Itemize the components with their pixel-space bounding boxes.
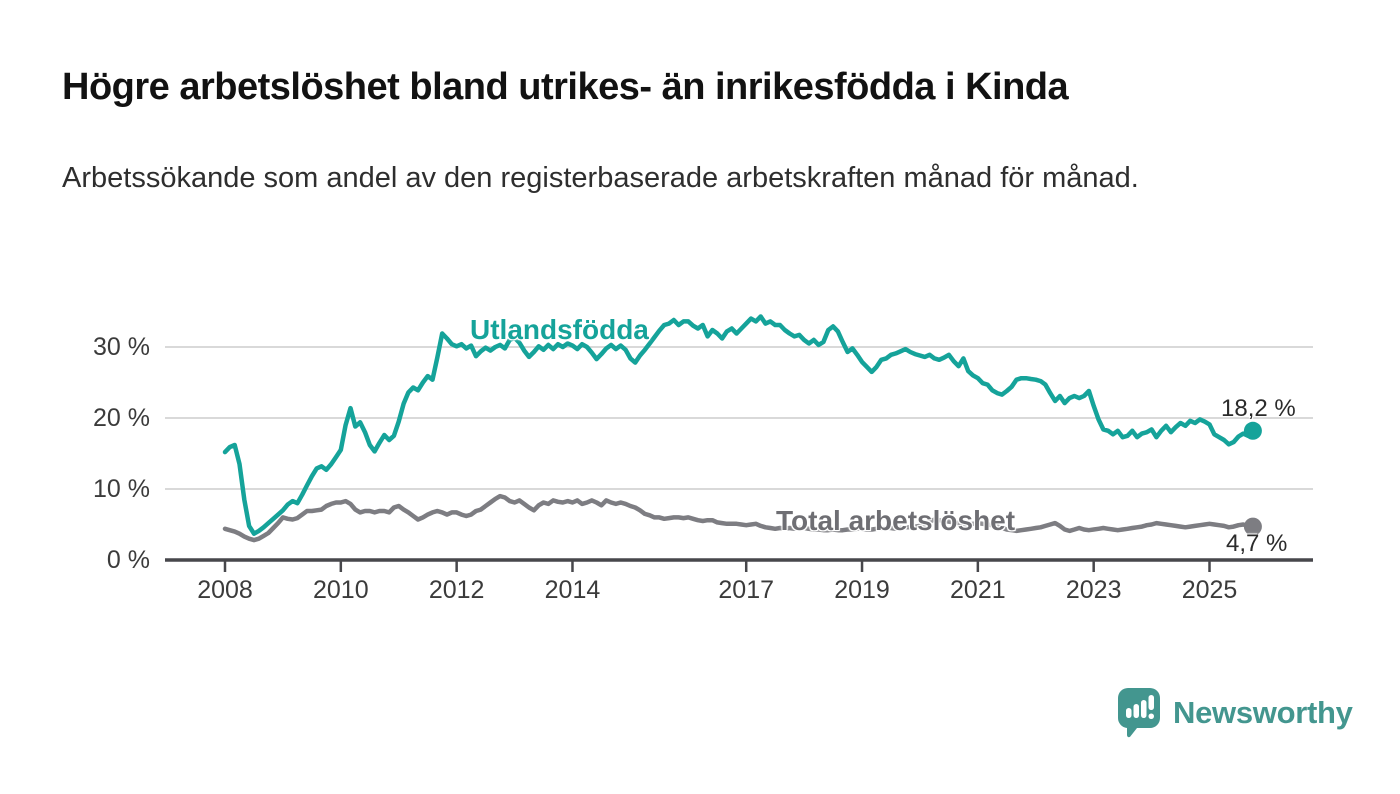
brand-footer: Newsworthy [1117,687,1353,739]
series-label-utlandsfodda: Utlandsfödda [470,314,649,345]
chart-subtitle: Arbetssökande som andel av den registerb… [62,162,1139,194]
y-tick-label: 10 % [93,475,150,503]
endpoint-dot-total [1243,517,1262,536]
x-tick-label: 2008 [197,576,253,604]
y-tick-label: 0 % [106,546,150,574]
x-tick-label: 2017 [718,576,775,604]
series-label-total-arbetsloshet: Total arbetslöshet [776,505,1016,536]
chart-title: Högre arbetslöshet bland utrikes- än inr… [62,66,1069,108]
endpoint-dot-utlandsfodda [1243,421,1262,440]
x-tick-label: 2014 [544,576,601,604]
x-tick-label: 2019 [834,576,890,604]
x-tick-label: 2010 [313,576,369,604]
x-tick-label: 2025 [1181,576,1238,604]
brand-name: Newsworthy [1173,695,1353,730]
newsworthy-logo-icon [1117,688,1160,738]
annotation-total-value: 4,7 % [1226,530,1288,557]
series-line-total [222,493,1256,543]
x-tick-label: 2023 [1065,576,1122,604]
annotation-foreign-born-value: 18,2 % [1221,395,1296,422]
y-tick-label: 30 % [93,333,150,361]
y-tick-label: 20 % [93,404,150,432]
x-tick-label: 2021 [950,576,1006,604]
x-tick-label: 2012 [428,576,485,604]
series-line-utlandsfodda [222,314,1256,536]
